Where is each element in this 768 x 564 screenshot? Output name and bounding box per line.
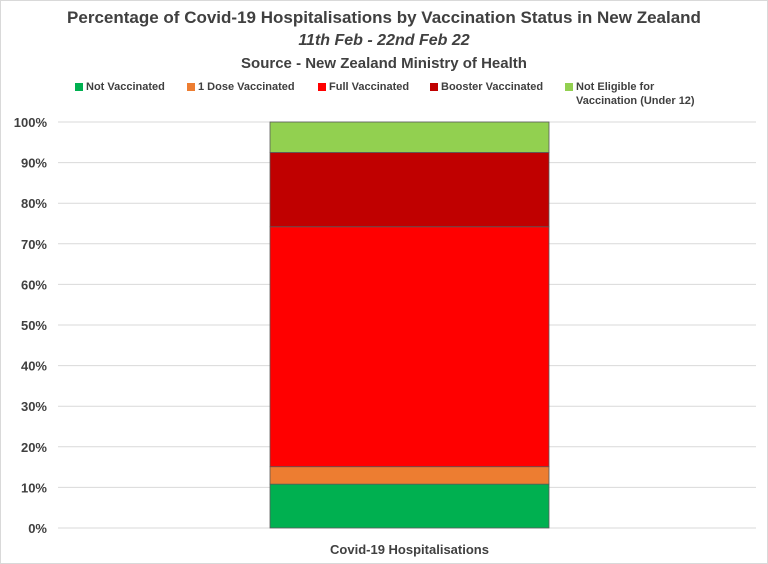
y-tick-label: 0% — [28, 521, 47, 536]
legend-swatch — [565, 83, 573, 91]
y-tick-label: 20% — [21, 440, 47, 455]
legend-label: Booster Vaccinated — [441, 81, 544, 93]
y-tick-label: 70% — [21, 237, 47, 252]
bar-segment-0 — [269, 483, 550, 529]
bar-segment-3 — [269, 152, 550, 228]
chart-title: Percentage of Covid-19 Hospitalisations … — [67, 8, 701, 27]
legend-label: 1 Dose Vaccinated — [198, 81, 295, 93]
chart-subtitle: 11th Feb - 22nd Feb 22 — [298, 32, 470, 49]
y-tick-label: 100% — [14, 115, 48, 130]
legend-swatch — [318, 83, 326, 91]
y-tick-label: 30% — [21, 399, 47, 414]
bar-segment-2 — [269, 226, 550, 468]
legend-label: Not Vaccinated — [86, 81, 165, 93]
y-tick-label: 90% — [21, 156, 47, 171]
legend-label: Full Vaccinated — [329, 81, 410, 93]
legend-label: Not Eligible for Vaccination (Under 12) — [576, 81, 695, 107]
bar-segment-1 — [269, 466, 550, 485]
legend-swatch — [430, 83, 438, 91]
legend-swatch — [75, 83, 83, 91]
x-category-label: Covid-19 Hospitalisations — [330, 542, 489, 557]
y-tick-label: 50% — [21, 318, 47, 333]
y-tick-label: 60% — [21, 277, 47, 292]
legend-swatch — [187, 83, 195, 91]
bar-segment-4 — [269, 121, 550, 153]
y-tick-label: 10% — [21, 480, 47, 495]
chart-source: Source - New Zealand Ministry of Health — [241, 55, 527, 72]
y-tick-label: 40% — [21, 359, 47, 374]
y-tick-label: 80% — [21, 196, 47, 211]
